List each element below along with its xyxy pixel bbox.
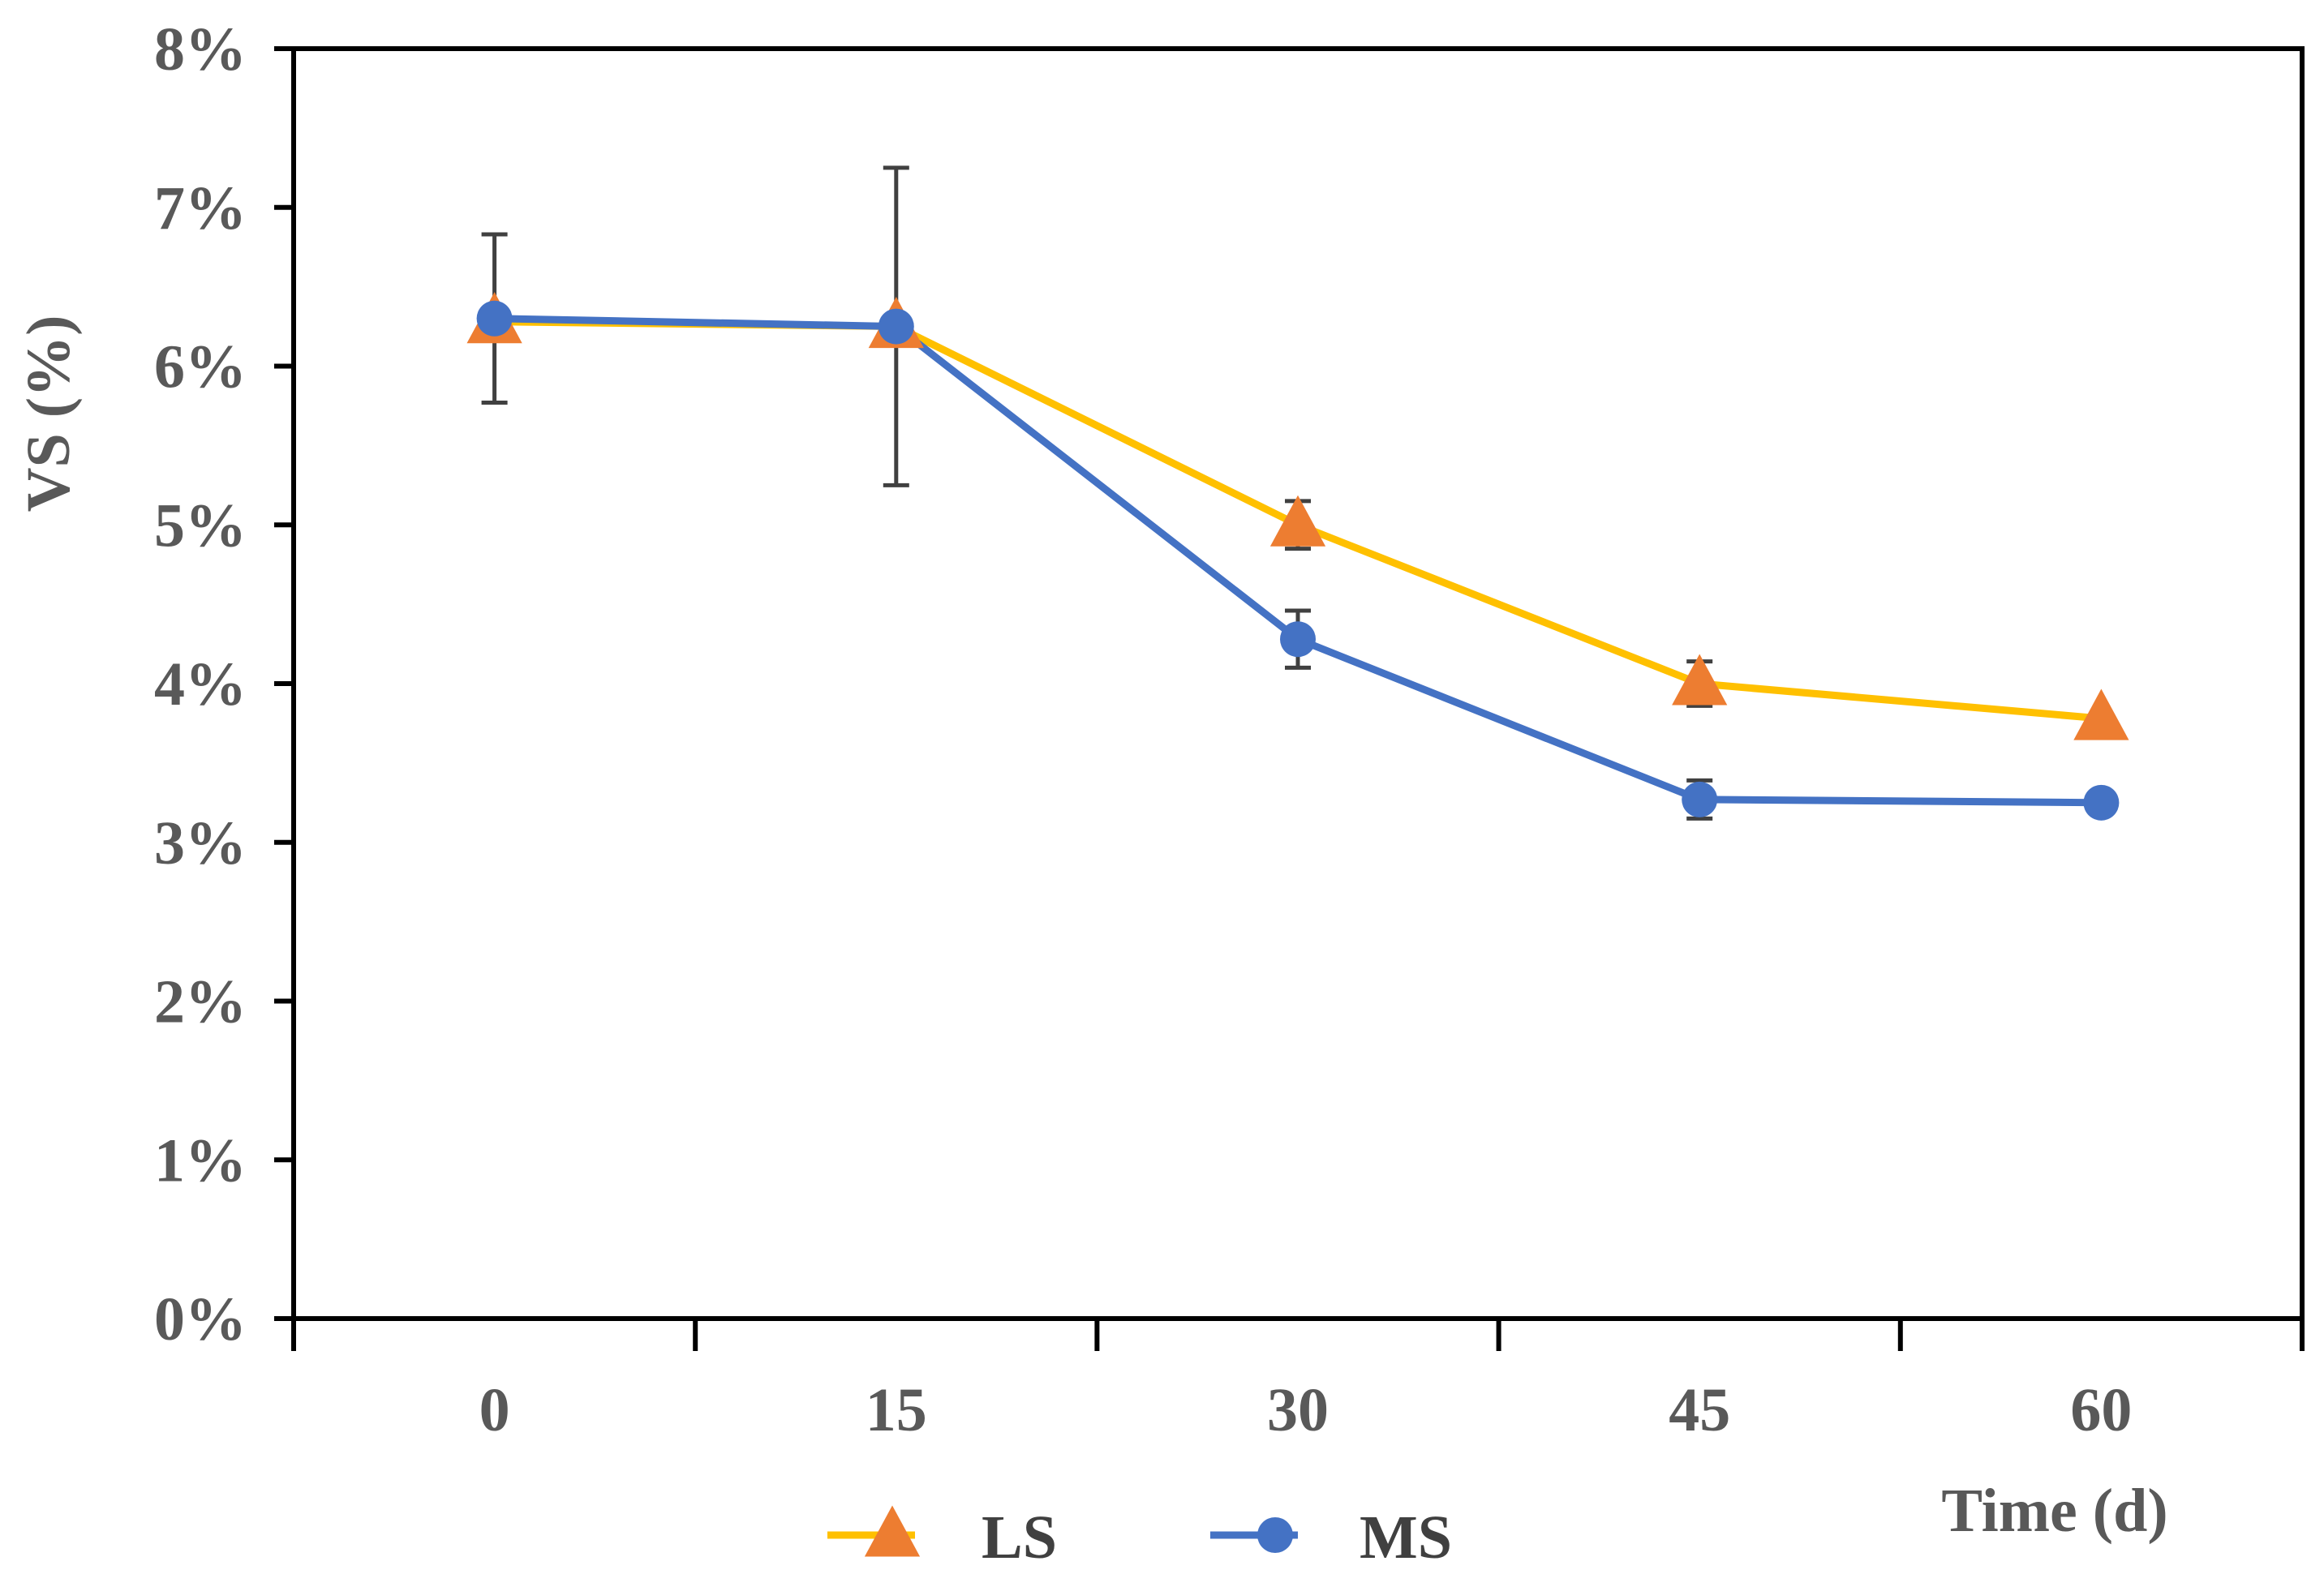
y-tick-label: 5% bbox=[154, 491, 247, 560]
data-point-ms bbox=[1280, 621, 1316, 658]
x-axis-title: Time (d) bbox=[1941, 1477, 2167, 1545]
data-point-ls bbox=[1672, 654, 1728, 706]
y-tick-label: 7% bbox=[154, 174, 247, 242]
x-axis-ticks: 0 15 30 45 60 bbox=[291, 1319, 2305, 1444]
legend-label: MS bbox=[1360, 1503, 1452, 1572]
plot-area-border bbox=[291, 46, 2305, 1321]
markers-ms bbox=[476, 300, 2120, 821]
data-point-ms bbox=[476, 300, 513, 337]
y-axis-ticks: 0% 1% 2% 3% 4% 5% 6% 7% 8% bbox=[154, 15, 294, 1353]
y-tick-label: 6% bbox=[154, 333, 247, 401]
x-tick-label: 60 bbox=[2070, 1376, 2132, 1444]
legend-item-ms: MS bbox=[1210, 1503, 1452, 1572]
data-point-ms bbox=[2083, 784, 2120, 821]
y-tick-label: 1% bbox=[154, 1126, 247, 1195]
series-group bbox=[466, 165, 2129, 821]
data-point-ls bbox=[2073, 688, 2129, 740]
y-tick-label: 0% bbox=[154, 1285, 247, 1353]
series-ms bbox=[494, 315, 2102, 807]
y-tick-label: 3% bbox=[154, 809, 247, 877]
data-point-ms bbox=[1682, 781, 1718, 817]
legend-marker bbox=[1257, 1517, 1293, 1553]
data-point-ms bbox=[878, 308, 914, 345]
x-tick-label: 30 bbox=[1267, 1376, 1329, 1444]
y-tick-label: 2% bbox=[154, 968, 247, 1036]
axes bbox=[291, 46, 2305, 1321]
y-axis-title: VS (%) bbox=[15, 315, 83, 513]
data-point-ls bbox=[1269, 495, 1326, 547]
x-tick-label: 45 bbox=[1669, 1376, 1730, 1444]
legend-label: LS bbox=[982, 1503, 1057, 1572]
y-tick-label: 4% bbox=[154, 650, 247, 718]
legend-marker bbox=[864, 1505, 921, 1557]
markers-ls bbox=[466, 292, 2129, 740]
error-bars bbox=[481, 165, 1713, 821]
legend: LS MS bbox=[827, 1503, 1452, 1572]
x-tick-label: 15 bbox=[866, 1376, 927, 1444]
x-tick-label: 0 bbox=[479, 1376, 510, 1444]
series-line-ms bbox=[494, 315, 2102, 807]
y-tick-label: 8% bbox=[154, 15, 247, 84]
legend-item-ls: LS bbox=[827, 1503, 1057, 1572]
